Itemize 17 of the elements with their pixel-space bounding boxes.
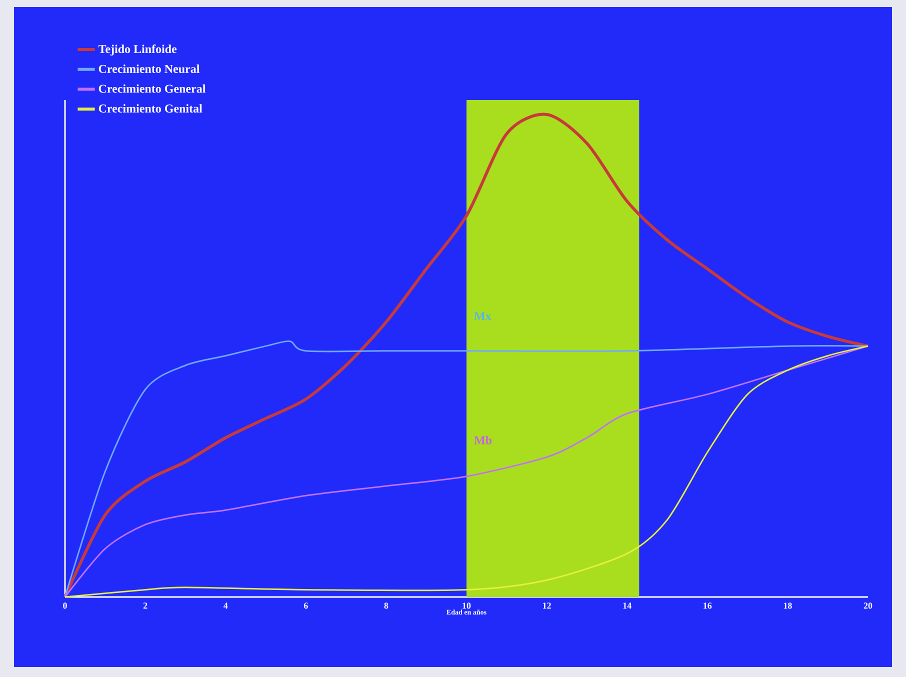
x-tick-label: 8 [384,602,388,609]
legend-label: Crecimiento General [98,84,206,93]
x-tick-label: 20 [864,602,872,609]
annotation: Mb [474,436,492,444]
legend-label: Crecimiento Genital [98,104,202,113]
x-tick-label: 6 [304,602,308,609]
x-tick-label: 10 [462,602,471,609]
x-tick-label: 0 [63,602,67,609]
x-tick-label: 18 [784,602,792,609]
x-tick-label: 12 [543,602,551,609]
annotation: Mx [474,312,492,320]
legend-label: Crecimiento Neural [98,64,200,73]
x-tick-label: 4 [223,602,228,609]
x-tick-label: 2 [143,602,148,609]
x-tick-label: 14 [623,602,632,609]
x-tick-label: 16 [704,602,712,609]
legend-label: Tejido Linfoide [98,44,177,56]
